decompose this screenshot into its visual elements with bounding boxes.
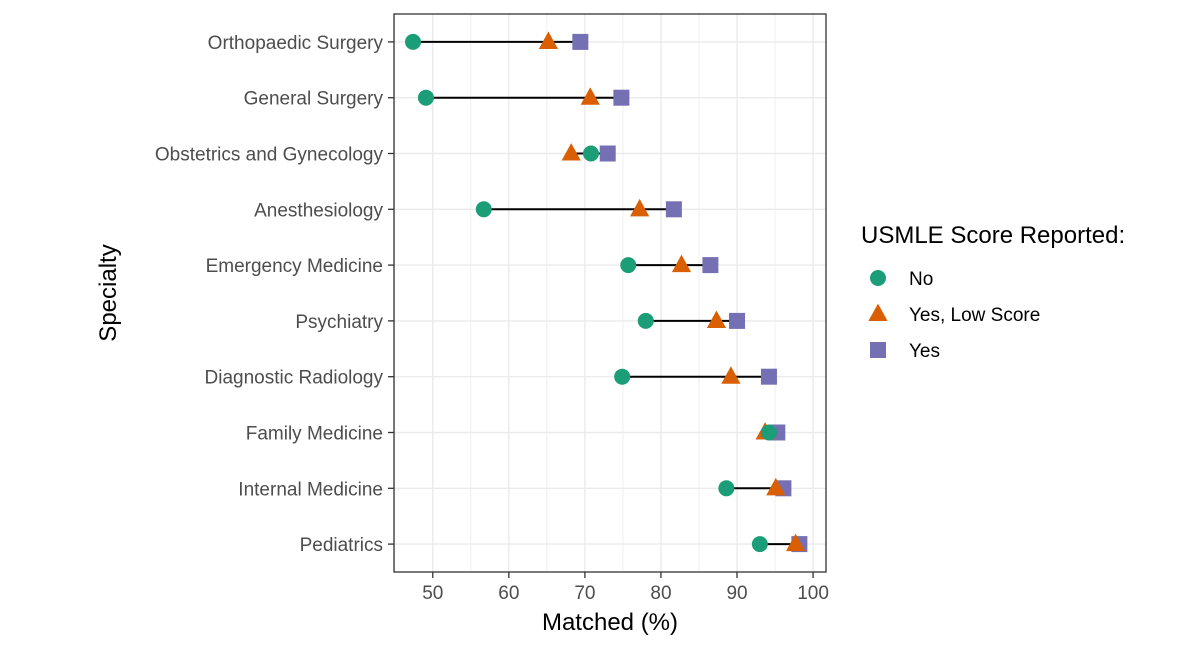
point-circle (620, 257, 637, 274)
legend-key-triangle (868, 303, 888, 322)
point-square (572, 33, 589, 50)
point-triangle (538, 31, 558, 49)
point-triangle (580, 87, 600, 105)
point-square (599, 145, 616, 162)
plot-panel-border (393, 13, 827, 573)
x-tick-label: 70 (574, 583, 595, 604)
x-tick-label: 80 (650, 583, 671, 604)
legend-key-circle (870, 270, 886, 286)
point-circle (475, 201, 492, 218)
point-square (702, 257, 719, 274)
data-points (405, 31, 808, 553)
legend-key-square (870, 342, 886, 358)
point-triangle (706, 310, 727, 328)
x-tick-label: 100 (797, 583, 829, 604)
y-tick-label: Orthopaedic Surgery (208, 33, 384, 54)
point-circle (760, 424, 777, 441)
point-circle (405, 33, 422, 50)
y-tick-label: Family Medicine (246, 424, 383, 445)
y-tick-label: Pediatrics (300, 535, 383, 556)
point-triangle (785, 533, 806, 552)
legend-label: Yes, Low Score (909, 305, 1040, 326)
legend-label: Yes (909, 341, 940, 362)
point-square (760, 368, 777, 385)
legend: USMLE Score Reported: No Yes, Low Score Ye… (861, 222, 1125, 362)
x-axis-title: Matched (%) (542, 609, 678, 636)
point-triangle (561, 143, 581, 161)
point-circle (637, 312, 654, 329)
point-triangle (766, 477, 786, 496)
point-circle (751, 536, 768, 553)
legend-title: USMLE Score Reported: (861, 222, 1125, 249)
point-circle (614, 368, 631, 385)
y-tick-label: Diagnostic Radiology (205, 368, 384, 389)
legend-label: No (909, 269, 933, 290)
point-square (665, 201, 682, 218)
point-square (729, 312, 746, 329)
point-triangle (721, 366, 741, 384)
y-axis-title: Specialty (95, 244, 122, 341)
point-circle (582, 145, 599, 162)
point-triangle (630, 198, 650, 217)
y-tick-label: Internal Medicine (238, 479, 383, 500)
point-triangle (671, 254, 692, 273)
point-circle (718, 480, 735, 497)
x-tick-label: 50 (422, 583, 443, 604)
y-tick-label: General Surgery (244, 89, 384, 110)
y-axis: Orthopaedic Surgery General Surgery Obstet… (155, 33, 394, 556)
x-tick-label: 90 (726, 583, 747, 604)
x-tick-label: 60 (498, 583, 519, 604)
point-circle (417, 89, 434, 106)
point-square (613, 89, 630, 106)
y-tick-label: Emergency Medicine (206, 256, 383, 277)
x-axis: 50 60 70 80 90 100 (422, 572, 829, 604)
y-tick-label: Obstetrics and Gynecology (155, 145, 384, 166)
y-tick-label: Psychiatry (295, 312, 383, 333)
y-tick-label: Anesthesiology (254, 200, 383, 221)
